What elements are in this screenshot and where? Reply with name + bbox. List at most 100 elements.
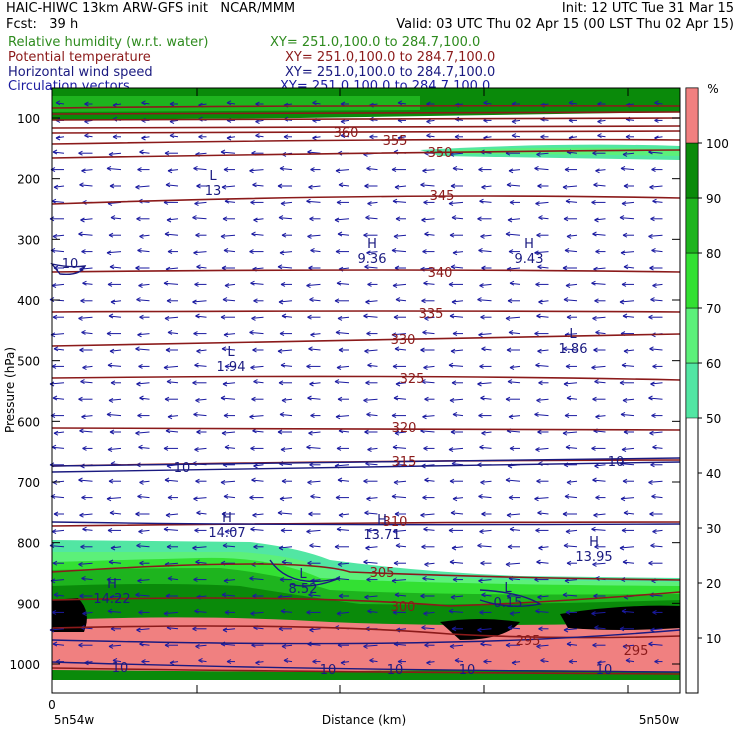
circulation-vector [53, 594, 65, 597]
circulation-vector-head [621, 608, 627, 614]
circulation-vector-head [423, 526, 428, 532]
circulation-vector [139, 643, 150, 646]
circulation-vector-head [622, 151, 628, 157]
circulation-vector-head [334, 217, 340, 223]
circulation-vector [363, 644, 378, 647]
theta-label: 310 [383, 515, 408, 530]
theta-label: 335 [419, 307, 444, 322]
circulation-vector [424, 479, 435, 482]
theta-label: 360 [334, 126, 359, 141]
circulation-vector-head [139, 479, 144, 485]
circulation-vector-head [621, 527, 627, 533]
circulation-vector-head [594, 379, 599, 385]
circulation-vector-head [55, 100, 61, 106]
circulation-vector [50, 579, 65, 582]
circulation-vector [650, 545, 663, 548]
circulation-vector-head [136, 216, 141, 222]
circulation-vector-head [592, 642, 597, 648]
circulation-vector-head [51, 609, 57, 615]
circulation-vector-head [420, 512, 425, 518]
circulation-vector-head [220, 314, 226, 320]
circulation-vector [251, 316, 264, 319]
circulation-vector-head [648, 233, 653, 239]
theta-label: 345 [430, 189, 455, 204]
circulation-vector [51, 446, 65, 449]
circulation-vector-head [82, 445, 87, 451]
theta-contour-line [51, 667, 681, 675]
circulation-vector-head [537, 348, 542, 354]
circulation-vector [307, 480, 321, 483]
circulation-vector-head [106, 250, 112, 256]
circulation-vector [308, 594, 321, 597]
circulation-vector-head [649, 346, 654, 352]
circulation-vector [649, 185, 663, 188]
circulation-vector [366, 497, 378, 500]
circulation-vector-head [335, 414, 341, 420]
circulation-vector [221, 594, 236, 597]
circulation-vector-head [397, 100, 403, 106]
circulation-vector-head [651, 413, 656, 419]
circulation-vector [621, 201, 635, 205]
circulation-vector-head [363, 559, 368, 565]
circulation-vector-head [566, 641, 572, 647]
theta-label: 295 [624, 644, 649, 659]
circulation-vector-head [167, 414, 173, 420]
circulation-vector [477, 545, 492, 548]
circulation-vector-head [450, 183, 456, 189]
circulation-vector-head [253, 544, 258, 550]
circulation-vector [335, 415, 350, 418]
circulation-vector-head [136, 381, 141, 387]
circulation-vector [110, 217, 122, 220]
wind-contour-line [51, 457, 681, 467]
circulation-vector-head [477, 543, 482, 549]
circulation-vector-head [224, 283, 230, 289]
circulation-vector-head [424, 477, 429, 483]
circulation-vector [507, 627, 521, 630]
circulation-vector-head [253, 379, 258, 385]
circulation-vector-head [623, 264, 629, 270]
circulation-vector-head [137, 413, 142, 419]
circulation-vector [81, 577, 93, 581]
circulation-vector-head [622, 397, 628, 403]
circulation-vector-head [366, 577, 371, 583]
circulation-vector-head [363, 232, 368, 238]
circulation-vector [449, 644, 464, 647]
circulation-vector-head [196, 429, 201, 435]
circulation-vector-head [450, 348, 456, 354]
circulation-vector [450, 512, 464, 515]
circulation-vector-head [338, 512, 344, 518]
circulation-vector [136, 299, 150, 302]
circulation-vector-head [112, 657, 118, 663]
circulation-vector-head [619, 299, 625, 305]
circulation-vector [165, 267, 179, 270]
circulation-vector-head [538, 380, 543, 386]
circulation-vector-head [80, 217, 85, 223]
wind-label: 10 [320, 663, 337, 678]
circulation-vector-head [195, 232, 200, 238]
circulation-vector [51, 283, 65, 287]
circulation-vector [334, 218, 350, 221]
circulation-vector [422, 415, 435, 418]
circulation-vector [249, 577, 264, 581]
circulation-vector-head [449, 643, 455, 649]
circulation-vector-head [534, 165, 539, 171]
circulation-vector [338, 184, 350, 187]
circulation-vector-head [167, 249, 173, 255]
circulation-vector [563, 382, 578, 385]
circulation-vector [79, 267, 93, 270]
circulation-vector-head [367, 447, 372, 453]
circulation-vector [196, 595, 207, 598]
circulation-vector-head [424, 231, 429, 237]
circulation-vector-head [650, 297, 655, 303]
circulation-vector [566, 480, 578, 483]
circulation-vector-head [625, 134, 631, 140]
circulation-vector [50, 333, 65, 336]
circulation-vector [448, 610, 464, 613]
circulation-vector [477, 382, 492, 385]
circulation-vector [167, 169, 179, 172]
rh-patch-right [560, 605, 680, 630]
circulation-vector [82, 365, 93, 369]
circulation-vector-head [79, 512, 84, 518]
circulation-vector-head [511, 133, 517, 139]
